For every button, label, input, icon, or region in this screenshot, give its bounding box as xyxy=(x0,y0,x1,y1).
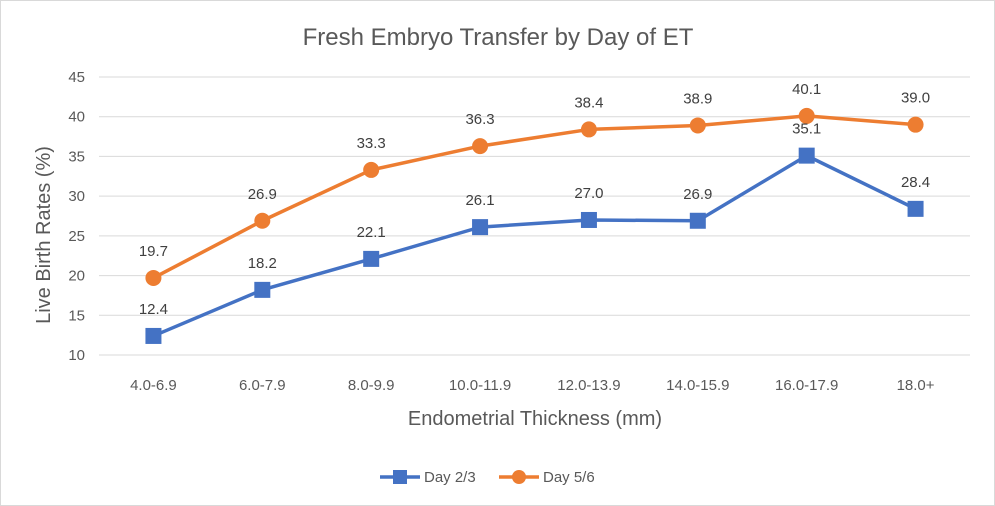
series-1-marker xyxy=(145,327,162,344)
data-label: 39.0 xyxy=(901,90,930,107)
series-layer xyxy=(145,107,924,344)
series-1-marker xyxy=(907,200,924,217)
x-tick-label: 10.0-11.9 xyxy=(449,377,511,394)
x-tick-label: 14.0-15.9 xyxy=(666,377,729,394)
series-1-marker xyxy=(254,281,271,298)
y-tick-label: 25 xyxy=(68,228,85,245)
series-1-marker xyxy=(472,219,489,236)
series-2-marker xyxy=(907,116,924,133)
x-tick-label: 6.0-7.9 xyxy=(239,377,286,394)
x-axis-title: Endometrial Thickness (mm) xyxy=(408,408,662,430)
legend-circle-marker xyxy=(512,470,526,484)
y-tick-label: 15 xyxy=(68,307,85,324)
y-tick-label: 40 xyxy=(68,109,85,126)
data-label: 26.1 xyxy=(465,192,494,209)
data-labels: 12.4 18.2 22.1 26.1 27.0 26.9 35.1 28.4 19.7 26.9… xyxy=(139,81,930,318)
data-label: 27.0 xyxy=(574,185,603,202)
x-axis-tick-labels: 4.0-6.9 6.0-7.9 8.0-9.9 10.0-11.9 12.0-13.9 1… xyxy=(130,377,935,394)
data-label: 33.3 xyxy=(357,135,386,152)
legend-square-marker xyxy=(393,470,407,484)
x-tick-label: 12.0-13.9 xyxy=(557,377,620,394)
data-label: 12.4 xyxy=(139,301,168,318)
y-tick-label: 35 xyxy=(68,148,85,165)
legend-label: Day 5/6 xyxy=(543,469,595,486)
data-label: 26.9 xyxy=(683,186,712,203)
x-tick-label: 16.0-17.9 xyxy=(775,377,838,394)
x-tick-label: 18.0+ xyxy=(897,377,935,394)
y-axis-title: Live Birth Rates (%) xyxy=(33,146,55,324)
series-2-marker xyxy=(580,121,597,138)
data-label: 38.9 xyxy=(683,90,712,107)
gridlines xyxy=(99,76,970,356)
data-label: 19.7 xyxy=(139,243,168,260)
series-line-1 xyxy=(151,153,918,338)
legend: Day 2/3 Day 5/6 xyxy=(380,469,595,486)
data-label: 40.1 xyxy=(792,81,821,98)
series-2-marker xyxy=(254,212,271,229)
data-label: 22.1 xyxy=(357,224,386,241)
series-1-marker xyxy=(363,250,380,267)
series-1-marker xyxy=(689,212,706,229)
data-label: 26.9 xyxy=(248,186,277,203)
data-label: 28.4 xyxy=(901,174,930,191)
x-tick-label: 4.0-6.9 xyxy=(130,377,177,394)
y-tick-label: 30 xyxy=(68,188,85,205)
series-2-marker xyxy=(363,161,380,178)
y-tick-label: 10 xyxy=(68,347,85,364)
series-2-marker xyxy=(472,138,489,155)
chart-title: Fresh Embryo Transfer by Day of ET xyxy=(303,24,694,51)
legend-label: Day 2/3 xyxy=(424,469,476,486)
y-axis-tick-labels: 10 15 20 25 30 35 40 45 xyxy=(68,69,85,364)
series-1-marker xyxy=(580,211,597,228)
series-2-marker xyxy=(689,117,706,134)
series-2-marker xyxy=(145,269,162,286)
data-label: 38.4 xyxy=(574,94,603,111)
series-1-marker xyxy=(798,147,815,164)
data-label: 35.1 xyxy=(792,121,821,138)
data-label: 36.3 xyxy=(465,111,494,128)
x-tick-label: 8.0-9.9 xyxy=(348,377,395,394)
data-label: 18.2 xyxy=(248,255,277,272)
series-2-marker xyxy=(798,107,815,124)
y-tick-label: 45 xyxy=(68,69,85,86)
y-tick-label: 20 xyxy=(68,268,85,285)
series-line-2 xyxy=(151,114,918,280)
